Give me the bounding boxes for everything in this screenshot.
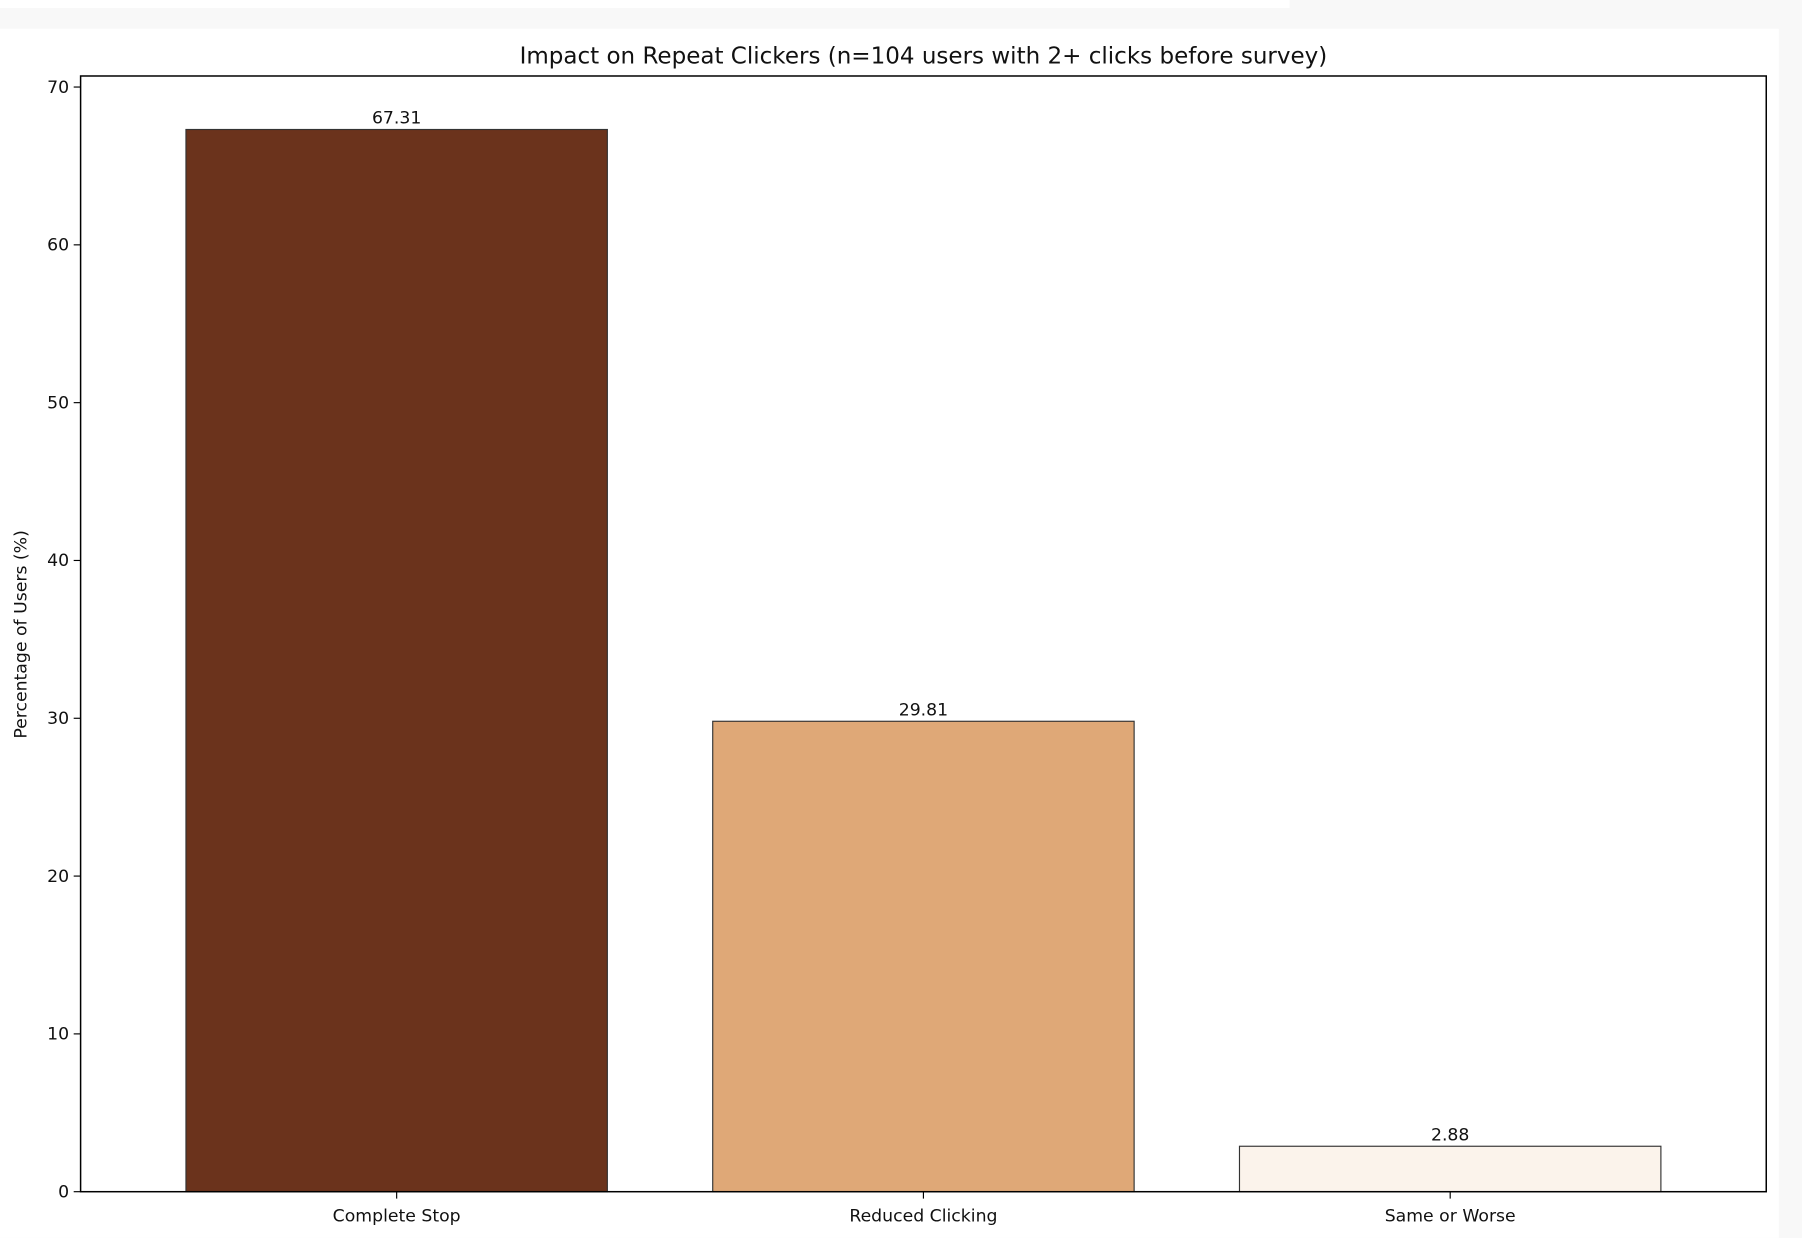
bar-reduced-clicking [712, 720, 1135, 1193]
y-axis-label: Percentage of Users (%) [11, 530, 31, 738]
x-tick-label: Complete Stop [333, 1207, 461, 1227]
x-tick-label: Same or Worse [1385, 1207, 1516, 1227]
bar-same-or-worse [1238, 1145, 1662, 1193]
y-tick-label: 40 [47, 551, 69, 571]
x-tick-label: Reduced Clicking [849, 1207, 997, 1227]
data-label: 2.88 [1431, 1125, 1469, 1145]
y-tick-label: 50 [47, 393, 69, 413]
y-tick-label: 30 [47, 709, 69, 729]
y-tick-label: 60 [47, 236, 69, 256]
y-tick-label: 10 [47, 1025, 69, 1045]
bar-complete-stop [185, 128, 608, 1193]
chart-title: Impact on Repeat Clickers (n=104 users w… [520, 43, 1328, 69]
y-tick-label: 0 [58, 1182, 69, 1202]
top-strip [0, 0, 1290, 9]
plot-frame [79, 75, 1767, 1193]
y-tick-label: 20 [47, 867, 69, 887]
data-label: 29.81 [899, 701, 948, 721]
data-label: 67.31 [372, 109, 421, 129]
y-tick-label: 70 [47, 78, 69, 98]
